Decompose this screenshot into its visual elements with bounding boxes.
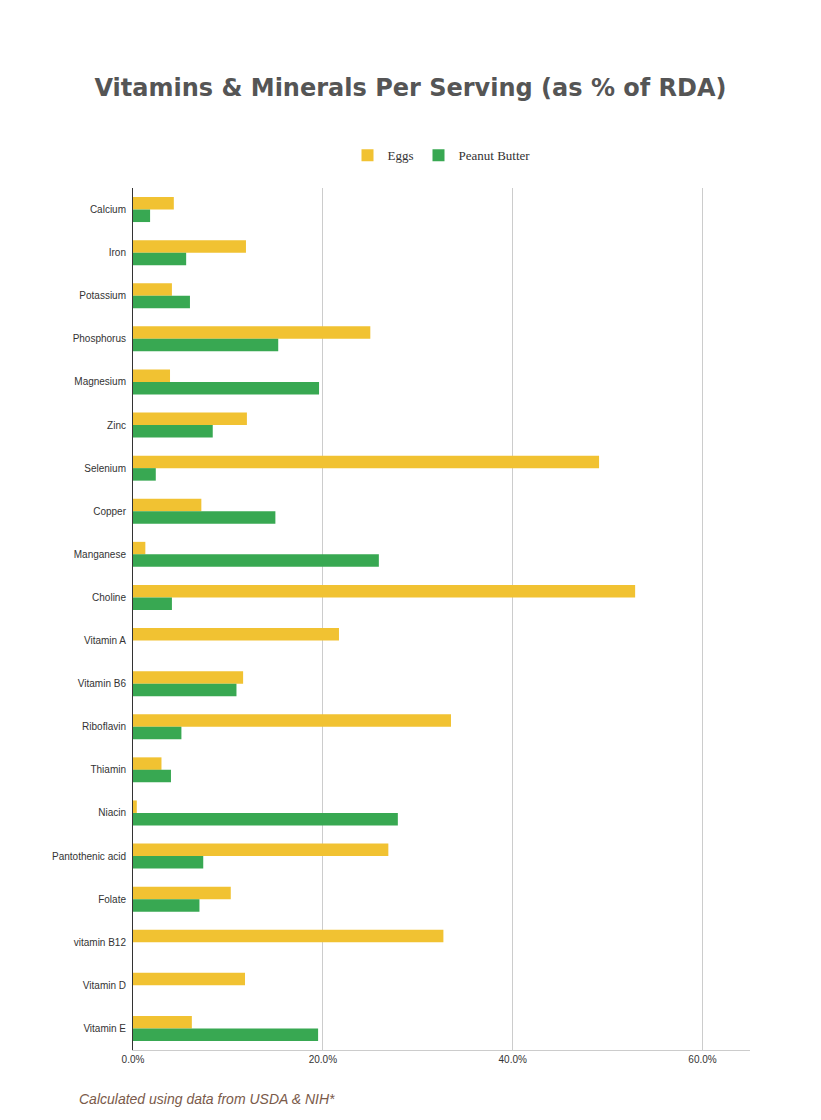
svg-text:Peanut Butter: Peanut Butter <box>459 148 531 163</box>
svg-text:Eggs: Eggs <box>388 148 414 163</box>
svg-text:Calculated using data from USD: Calculated using data from USDA & NIH* <box>79 1091 335 1107</box>
svg-text:Thiamin: Thiamin <box>90 764 126 775</box>
svg-text:Selenium: Selenium <box>84 463 126 474</box>
svg-text:Zinc: Zinc <box>107 420 126 431</box>
svg-text:Niacin: Niacin <box>98 807 126 818</box>
svg-text:Manganese: Manganese <box>74 549 127 560</box>
svg-text:0.0%: 0.0% <box>122 1054 145 1065</box>
svg-text:Riboflavin: Riboflavin <box>82 721 126 732</box>
svg-text:Choline: Choline <box>92 592 126 603</box>
svg-text:Vitamin D: Vitamin D <box>83 980 126 991</box>
svg-text:Vitamin B6: Vitamin B6 <box>78 678 127 689</box>
svg-text:Vitamins & Minerals Per Servin: Vitamins & Minerals Per Serving (as % of… <box>94 74 726 102</box>
svg-text:Phosphorus: Phosphorus <box>73 333 126 344</box>
svg-text:60.0%: 60.0% <box>688 1054 716 1065</box>
svg-text:Calcium: Calcium <box>90 204 126 215</box>
svg-text:Vitamin E: Vitamin E <box>83 1023 126 1034</box>
svg-text:Pantothenic acid: Pantothenic acid <box>52 851 126 862</box>
svg-text:40.0%: 40.0% <box>499 1054 527 1065</box>
svg-text:Iron: Iron <box>109 247 126 258</box>
svg-text:Vitamin A: Vitamin A <box>84 635 126 646</box>
svg-text:vitamin B12: vitamin B12 <box>74 937 127 948</box>
svg-text:20.0%: 20.0% <box>309 1054 337 1065</box>
svg-text:Potassium: Potassium <box>79 290 126 301</box>
svg-text:Copper: Copper <box>93 506 126 517</box>
svg-text:Magnesium: Magnesium <box>74 376 126 387</box>
svg-text:Folate: Folate <box>98 894 126 905</box>
